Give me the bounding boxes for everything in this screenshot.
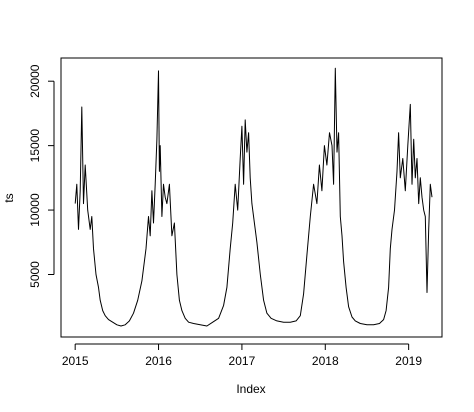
y-tick-label: 15000 — [28, 129, 42, 163]
y-tick-label: 10000 — [28, 193, 42, 227]
y-axis: 5000 10000 15000 20000 — [28, 64, 55, 288]
series-layer — [74, 67, 433, 327]
series-line-0 — [74, 67, 433, 327]
y-axis-title: ts — [2, 193, 16, 202]
y-tick-label: 20000 — [28, 64, 42, 98]
x-axis-title: Index — [236, 382, 265, 396]
x-tick-label: 2017 — [229, 354, 256, 368]
y-tick-label: 5000 — [28, 261, 42, 288]
x-tick-label: 2019 — [395, 354, 422, 368]
x-tick-label: 2018 — [312, 354, 339, 368]
x-axis: 2015 2016 2017 2018 2019 — [62, 343, 422, 368]
x-tick-label: 2016 — [145, 354, 172, 368]
plot-frame — [60, 57, 443, 338]
x-tick-label: 2015 — [62, 354, 89, 368]
